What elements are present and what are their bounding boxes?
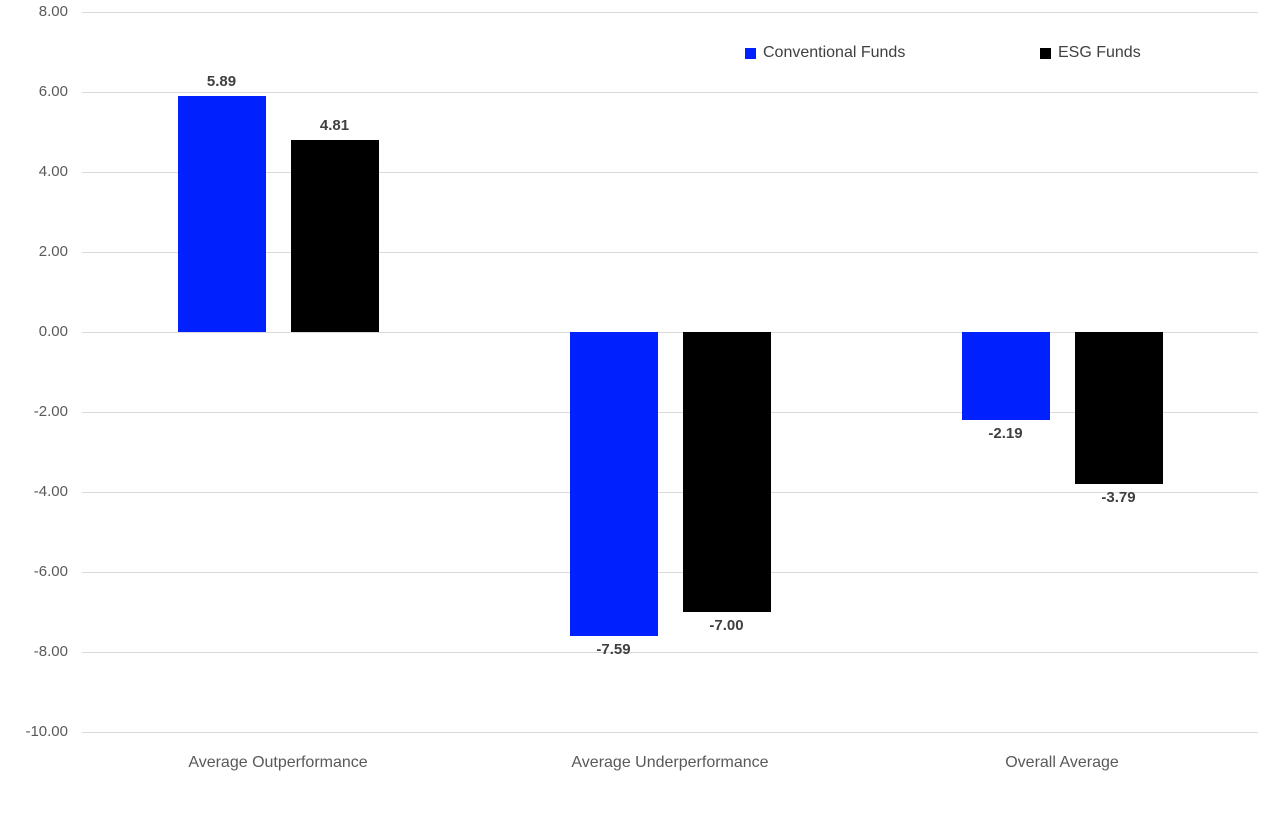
x-axis-category-label: Average Underperformance [571, 754, 769, 771]
y-axis-tick-label: 4.00 [38, 163, 68, 180]
y-axis-tick-label: 2.00 [38, 243, 68, 260]
bar-conventional-funds-1 [569, 332, 658, 636]
x-axis-category-label: Average Outperformance [188, 754, 368, 771]
gridline-6.00 [82, 91, 1258, 93]
legend-item-esg-funds: ESG Funds [1040, 42, 1141, 64]
value-label: -7.59 [596, 640, 631, 658]
legend-swatch-esg-funds-icon [1040, 47, 1051, 59]
gridline-8.00 [82, 11, 1258, 13]
gridline--6.00 [82, 571, 1258, 573]
y-axis-tick-label: -10.00 [25, 723, 68, 740]
x-axis-category-label: Overall Average [1005, 754, 1119, 771]
y-axis-tick-label: -2.00 [33, 403, 68, 420]
legend-item-conventional-funds: Conventional Funds [745, 42, 905, 64]
bar-esg-funds-0 [290, 139, 379, 332]
gridline--4.00 [82, 491, 1258, 493]
y-axis-tick-label: 6.00 [38, 83, 68, 100]
bar-esg-funds-1 [682, 332, 771, 612]
gridline-0.00 [82, 331, 1258, 333]
y-axis-tick-label: 0.00 [38, 323, 68, 340]
legend-label-esg-funds: ESG Funds [1058, 44, 1141, 61]
gridline--2.00 [82, 411, 1258, 413]
legend: Conventional Funds ESG Funds [0, 42, 1280, 64]
gridline--10.00 [82, 731, 1258, 733]
y-axis-tick-label: 8.00 [38, 3, 68, 20]
value-label: 4.81 [319, 116, 350, 134]
y-axis-tick-label: -8.00 [33, 643, 68, 660]
y-axis-tick-label: -6.00 [33, 563, 68, 580]
bar-esg-funds-2 [1074, 332, 1163, 484]
bar-conventional-funds-0 [177, 96, 266, 332]
value-label: 5.89 [206, 73, 237, 91]
value-label: -2.19 [988, 424, 1023, 442]
bar-conventional-funds-2 [961, 332, 1050, 420]
value-label: -3.79 [1101, 488, 1136, 506]
legend-swatch-conventional-funds-icon [745, 47, 756, 59]
gridline--8.00 [82, 651, 1258, 653]
legend-label-conventional-funds: Conventional Funds [763, 44, 906, 61]
gridline-2.00 [82, 251, 1258, 253]
gridline-4.00 [82, 171, 1258, 173]
y-axis-tick-label: -4.00 [33, 483, 68, 500]
value-label: -7.00 [709, 617, 744, 634]
